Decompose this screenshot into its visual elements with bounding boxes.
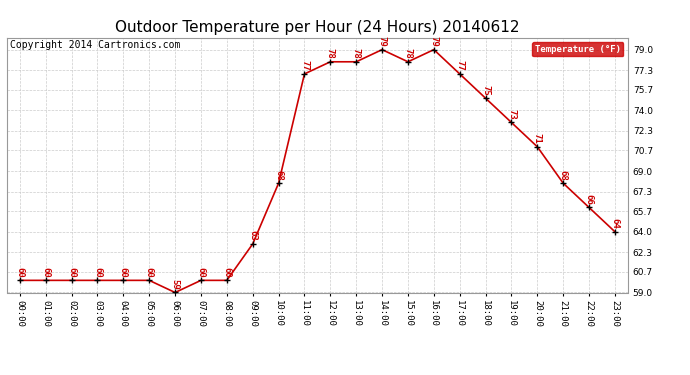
Text: 77: 77 xyxy=(300,60,309,71)
Text: 78: 78 xyxy=(352,48,361,59)
Text: 64: 64 xyxy=(611,218,620,229)
Text: 79: 79 xyxy=(377,36,386,47)
Text: 60: 60 xyxy=(67,267,76,278)
Text: 60: 60 xyxy=(145,267,154,278)
Text: 60: 60 xyxy=(119,267,128,278)
Text: 73: 73 xyxy=(507,109,516,120)
Text: 60: 60 xyxy=(15,267,24,278)
Text: 63: 63 xyxy=(248,230,257,241)
Text: 60: 60 xyxy=(41,267,50,278)
Text: 77: 77 xyxy=(455,60,464,71)
Text: 59: 59 xyxy=(170,279,179,290)
Text: 60: 60 xyxy=(93,267,102,278)
Text: 79: 79 xyxy=(429,36,438,47)
Text: 78: 78 xyxy=(404,48,413,59)
Text: 78: 78 xyxy=(326,48,335,59)
Title: Outdoor Temperature per Hour (24 Hours) 20140612: Outdoor Temperature per Hour (24 Hours) … xyxy=(115,20,520,35)
Text: 71: 71 xyxy=(533,133,542,144)
Text: 66: 66 xyxy=(584,194,593,205)
Text: Copyright 2014 Cartronics.com: Copyright 2014 Cartronics.com xyxy=(10,40,180,50)
Text: 75: 75 xyxy=(481,85,490,95)
Text: 68: 68 xyxy=(274,170,283,180)
Text: 60: 60 xyxy=(222,267,231,278)
Text: 60: 60 xyxy=(197,267,206,278)
Text: 68: 68 xyxy=(559,170,568,180)
Legend: Temperature (°F): Temperature (°F) xyxy=(532,42,623,56)
